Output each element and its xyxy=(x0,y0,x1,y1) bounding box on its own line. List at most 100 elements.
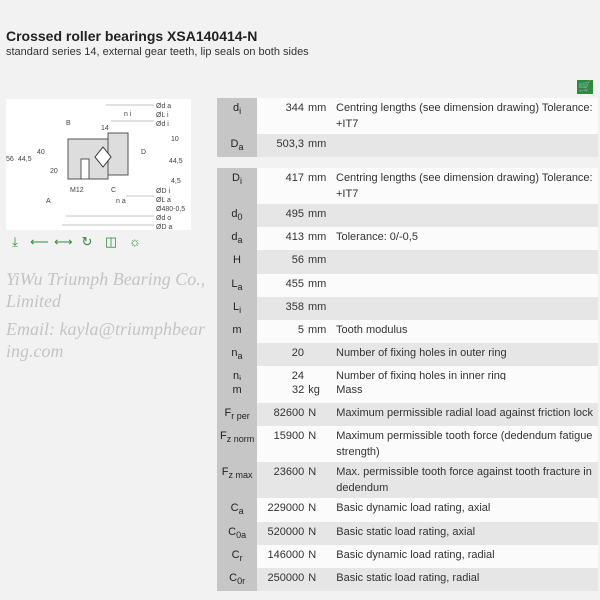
table-row: Cr 146000 N Basic dynamic load rating, ra… xyxy=(217,544,598,568)
value: 358 xyxy=(285,300,304,313)
unit: mm xyxy=(308,300,327,313)
symbol: F xyxy=(224,407,232,420)
seal-icon: ◫ xyxy=(104,234,118,249)
unit: mm xyxy=(308,277,327,290)
symbol: d xyxy=(231,208,238,220)
dimension-label: ØL i xyxy=(156,112,169,119)
param-value: 5 mm xyxy=(257,319,333,344)
dimension-label: ØD a xyxy=(156,224,172,230)
unit: mm xyxy=(308,138,327,150)
value: 56 xyxy=(291,254,304,267)
table-load-ratings: m 32 kg Mass Fr per 82600 N Maximum permiss… xyxy=(217,380,598,592)
param-symbol: Da xyxy=(217,134,257,158)
symbol: D xyxy=(232,172,240,184)
param-symbol: Ca xyxy=(217,498,258,522)
param-value: 56 mm xyxy=(257,250,333,274)
value: 250000 xyxy=(267,571,305,584)
symbol-subscript: r xyxy=(239,552,243,563)
dimension-label: 44,5 xyxy=(18,156,32,163)
unit: N xyxy=(308,407,317,420)
symbol: C xyxy=(229,571,238,584)
symbol-subscript: a xyxy=(238,142,244,153)
symbol: m xyxy=(232,323,242,336)
table-row: La 455 mm xyxy=(217,273,598,297)
dimension-label: 56 xyxy=(6,156,14,163)
unit: mm xyxy=(308,231,327,244)
symbol-subscript: 0r xyxy=(237,576,246,587)
symbol-subscript: 0 xyxy=(237,212,243,223)
param-description xyxy=(333,273,598,297)
unit: mm xyxy=(308,254,327,267)
table-row: C0a 520000 N Basic static load rating, ax… xyxy=(217,521,598,545)
unit: kg xyxy=(308,384,320,396)
shopping-cart-icon[interactable]: 🛒 xyxy=(577,80,593,94)
param-value: 146000 N xyxy=(257,544,334,568)
param-symbol: La xyxy=(217,273,257,297)
dimension-label: A xyxy=(46,198,51,205)
dimension-label: 20 xyxy=(50,168,58,175)
symbol: L xyxy=(231,277,238,290)
symbol-subscript: z max xyxy=(228,470,253,481)
symbol: C xyxy=(231,548,240,561)
symbol-subscript: z norm xyxy=(226,434,255,445)
table-row: da 413 mm Tolerance: 0/-0,5 xyxy=(217,227,598,251)
param-symbol: m xyxy=(217,380,258,404)
param-description: Centring lengths (see dimension drawing)… xyxy=(333,168,598,204)
unit: mm xyxy=(308,172,327,184)
param-value: 417 mm xyxy=(257,168,333,204)
param-description: Number of fixing holes in outer ring xyxy=(333,343,598,367)
unit: N xyxy=(308,502,317,515)
symbol: d xyxy=(231,231,238,244)
param-value: 455 mm xyxy=(257,273,333,297)
param-symbol: na xyxy=(217,343,257,367)
symbol-subscript: a xyxy=(238,506,244,517)
value: 82600 xyxy=(273,407,305,420)
symbol-subscript: i xyxy=(239,375,241,385)
dimension-label: C xyxy=(111,187,116,194)
param-symbol: m xyxy=(217,319,257,344)
dimension-label: 4,5 xyxy=(171,178,181,185)
symbol: L xyxy=(232,300,240,313)
table-row: Ca 229000 N Basic dynamic load rating, ax… xyxy=(217,498,598,522)
value: 5 xyxy=(297,323,304,336)
table-row: H 56 mm xyxy=(217,250,598,274)
param-value: 413 mm xyxy=(257,227,333,251)
dimension-label: 40 xyxy=(37,149,45,156)
param-description xyxy=(333,204,598,228)
param-value: 32 kg xyxy=(257,380,334,404)
symbol-subscript: a xyxy=(237,281,243,292)
unit: mm xyxy=(308,323,327,336)
param-description: Basic dynamic load rating, radial xyxy=(333,544,598,568)
dimension-label: Ød a xyxy=(156,103,171,110)
table-row: na 20 Number of fixing holes in outer ri… xyxy=(217,343,598,367)
param-description: Mass xyxy=(333,380,598,404)
watermark: YiWu Triumph Bearing Co.,Limited Email: … xyxy=(6,268,210,368)
table-row: Da 503,3 mm xyxy=(217,134,598,158)
symbol-subscript: a xyxy=(237,235,243,246)
dimension-label: Ød i xyxy=(156,121,169,128)
unit: N xyxy=(308,430,317,443)
param-symbol: C0r xyxy=(217,567,258,592)
value: 344 xyxy=(285,102,304,114)
param-symbol: Fr per xyxy=(217,403,258,427)
value: 495 xyxy=(285,208,304,220)
symbol: C xyxy=(230,502,239,515)
unit: mm xyxy=(308,102,327,114)
axial-load-both-icon: ⟷ xyxy=(54,234,73,249)
lubrication-icon: ☼ xyxy=(129,234,141,249)
value: 229000 xyxy=(267,502,305,515)
watermark-company: YiWu Triumph Bearing Co.,Limited xyxy=(6,269,206,311)
table-row: C0r 250000 N Basic static load rating, ra… xyxy=(217,567,598,592)
param-description: Maximum permissible tooth force (dedendu… xyxy=(333,426,598,463)
value: 503,3 xyxy=(276,138,304,150)
param-description: Tooth modulus xyxy=(333,319,598,344)
axial-load-left-icon: ⟵ xyxy=(30,234,49,249)
feature-icons: ⤓ ⟵ ⟷ ↻ ◫ ☼ xyxy=(6,234,144,250)
value: 32 xyxy=(292,384,305,396)
dimension-label: n i xyxy=(124,111,132,118)
param-symbol: Li xyxy=(217,296,257,320)
table-row: d0 495 mm xyxy=(217,204,598,228)
symbol: C xyxy=(228,525,237,538)
table-row: di 344 mm Centring lengths (see dimension… xyxy=(217,98,598,134)
value: 20 xyxy=(291,347,304,360)
